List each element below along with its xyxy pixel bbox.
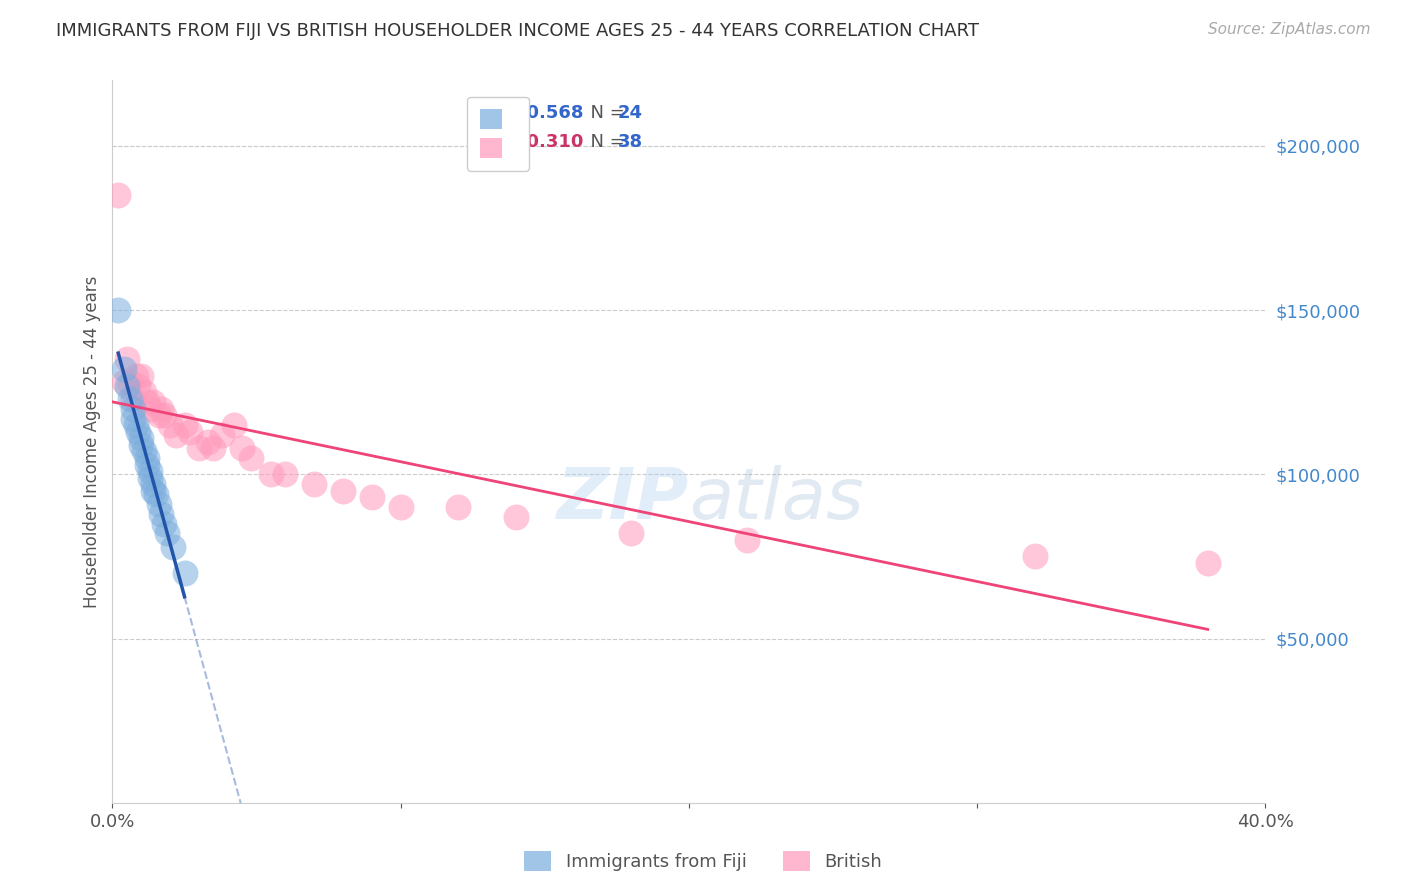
Point [274, 467, 297, 482]
Point [142, 395, 165, 409]
Point [202, 441, 225, 455]
Text: N =: N = [579, 133, 631, 151]
Text: -0.568: -0.568 [519, 103, 583, 122]
Point [124, 368, 146, 383]
Point [129, 368, 153, 383]
Point [156, 526, 179, 541]
Point [115, 352, 138, 367]
Point [360, 491, 382, 505]
Point [145, 487, 167, 501]
Point [129, 431, 153, 445]
Point [127, 425, 149, 439]
Point [112, 362, 135, 376]
Point [121, 401, 143, 416]
Point [197, 434, 219, 449]
Point [1197, 556, 1219, 570]
Text: R =: R = [481, 103, 520, 122]
Point [121, 392, 143, 406]
Point [121, 411, 143, 425]
Point [148, 409, 170, 423]
Point [139, 401, 162, 416]
Point [136, 450, 159, 465]
Point [107, 303, 129, 318]
Point [620, 526, 643, 541]
Point [505, 510, 527, 524]
Point [304, 477, 326, 491]
Text: -0.310: -0.310 [519, 133, 583, 151]
Point [136, 395, 159, 409]
Point [188, 441, 211, 455]
Text: 24: 24 [617, 103, 643, 122]
Point [735, 533, 758, 547]
Point [389, 500, 412, 515]
Point [211, 428, 233, 442]
Point [239, 450, 262, 465]
Point [260, 467, 283, 482]
Point [142, 483, 165, 498]
Point [153, 516, 176, 531]
Point [129, 438, 153, 452]
Point [107, 188, 129, 202]
Text: ZIP: ZIP [557, 465, 689, 533]
Point [332, 483, 354, 498]
Text: 38: 38 [617, 133, 643, 151]
Point [139, 464, 162, 478]
Point [165, 428, 187, 442]
Text: R =: R = [481, 133, 520, 151]
Point [1024, 549, 1046, 564]
Point [153, 409, 176, 423]
Legend: Immigrants from Fiji, British: Immigrants from Fiji, British [517, 844, 889, 879]
Point [134, 444, 156, 458]
Text: N =: N = [579, 103, 631, 122]
Point [173, 418, 195, 433]
Point [150, 401, 173, 416]
Point [124, 418, 146, 433]
Point [136, 458, 159, 472]
Point [179, 425, 201, 439]
Point [115, 378, 138, 392]
Point [231, 441, 253, 455]
Text: atlas: atlas [689, 465, 863, 533]
Point [142, 477, 165, 491]
Point [159, 418, 181, 433]
Point [118, 392, 141, 406]
Text: IMMIGRANTS FROM FIJI VS BRITISH HOUSEHOLDER INCOME AGES 25 - 44 YEARS CORRELATIO: IMMIGRANTS FROM FIJI VS BRITISH HOUSEHOL… [56, 22, 979, 40]
Legend: , : , [467, 96, 529, 170]
Point [222, 418, 245, 433]
Text: Source: ZipAtlas.com: Source: ZipAtlas.com [1208, 22, 1371, 37]
Point [118, 376, 141, 390]
Point [127, 378, 149, 392]
Point [139, 471, 162, 485]
Y-axis label: Householder Income Ages 25 - 44 years: Householder Income Ages 25 - 44 years [83, 276, 101, 607]
Point [134, 385, 156, 400]
Point [148, 497, 170, 511]
Point [447, 500, 470, 515]
Point [150, 507, 173, 521]
Point [112, 376, 135, 390]
Point [173, 566, 195, 580]
Point [162, 540, 184, 554]
